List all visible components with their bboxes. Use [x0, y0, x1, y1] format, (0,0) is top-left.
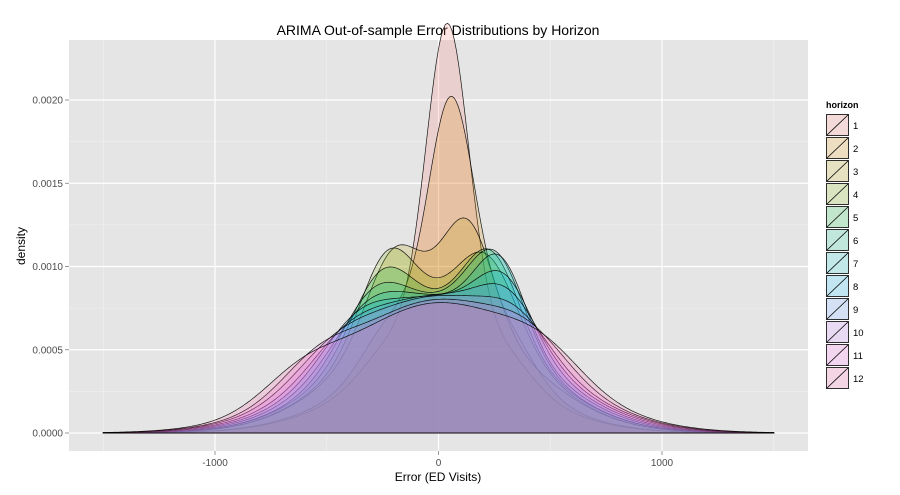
legend-key-slash [826, 252, 849, 274]
y-tick-label: 0.0020 [32, 96, 63, 107]
legend-key-slash [826, 321, 849, 343]
legend-key-slash [826, 229, 849, 251]
legend-label: 6 [853, 236, 858, 247]
chart-title: ARIMA Out-of-sample Error Distributions … [277, 22, 600, 38]
legend-item-horizon-2: 2 [826, 137, 858, 159]
legend-key-slash [826, 183, 849, 205]
legend-item-horizon-6: 6 [826, 229, 858, 251]
legend-item-horizon-7: 7 [826, 252, 858, 274]
legend-label: 7 [853, 259, 858, 270]
legend-item-horizon-3: 3 [826, 160, 858, 182]
y-tick-label: 0.0010 [32, 262, 63, 273]
legend-key-slash [826, 114, 849, 136]
legend-item-horizon-10: 10 [826, 321, 864, 343]
x-axis: -1000 0 1000 [202, 451, 674, 469]
legend-key-slash [826, 160, 849, 182]
density-area-horizon-2 [102, 95, 775, 434]
y-tick-label: 0.0000 [32, 429, 63, 440]
legend-item-horizon-11: 11 [826, 344, 863, 366]
legend-label: 2 [853, 144, 858, 155]
x-tick-label: 0 [436, 458, 442, 469]
density-area-horizon-6 [102, 248, 775, 434]
legend-key-slash [826, 344, 849, 366]
legend-item-horizon-8: 8 [826, 275, 858, 297]
legend-label: 12 [853, 374, 864, 385]
y-axis-title: density [14, 227, 28, 265]
y-tick-label: 0.0015 [32, 179, 63, 190]
legend-key-slash [826, 275, 849, 297]
legend-item-horizon-5: 5 [826, 206, 858, 228]
legend-label: 1 [853, 121, 858, 132]
legend-label: 8 [853, 282, 858, 293]
legend-key-slash [826, 137, 849, 159]
density-series [102, 22, 775, 434]
legend-label: 5 [853, 213, 858, 224]
legend-item-horizon-12: 12 [826, 367, 864, 389]
density-area-horizon-12 [102, 302, 775, 434]
legend-item-horizon-4: 4 [826, 183, 858, 205]
legend-label: 4 [853, 190, 858, 201]
legend-item-horizon-9: 9 [826, 298, 858, 320]
density-area-horizon-9 [102, 283, 775, 434]
y-tick-label: 0.0005 [32, 345, 63, 356]
x-tick-label: 1000 [651, 458, 674, 469]
legend-item-horizon-1: 1 [826, 114, 858, 136]
x-axis-title: Error (ED Visits) [395, 470, 481, 484]
legend-key-slash [826, 367, 849, 389]
legend-key-slash [826, 206, 849, 228]
y-axis: 0.0000 0.0005 0.0010 0.0015 0.0020 [32, 96, 69, 440]
legend-label: 10 [853, 328, 864, 339]
density-area-horizon-11 [102, 298, 775, 434]
legend-title: horizon [826, 100, 859, 110]
legend-label: 11 [853, 351, 863, 362]
legend-label: 9 [853, 305, 858, 316]
x-tick-label: -1000 [202, 458, 228, 469]
legend-key-slash [826, 298, 849, 320]
density-area-horizon-4 [102, 247, 775, 434]
legend-label: 3 [853, 167, 858, 178]
density-area-horizon-10 [102, 294, 775, 434]
density-area-horizon-8 [102, 270, 775, 434]
